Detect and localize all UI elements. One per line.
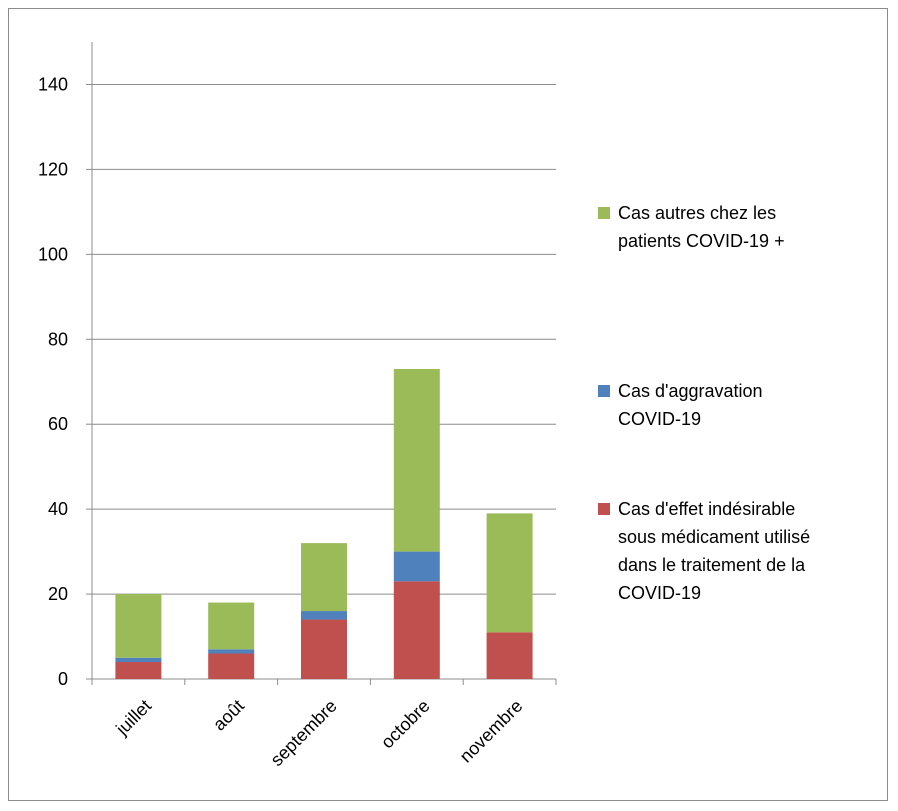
- bar-segment-autres-août: [208, 602, 255, 650]
- bar-segment-effet-indesirable-novembre: [486, 632, 533, 679]
- legend: Cas autres chez les patients COVID-19 + Ca…: [598, 203, 810, 603]
- y-tick-label: 80: [48, 329, 68, 349]
- x-category-labels: juillet août septembre octobre novembre: [111, 696, 526, 770]
- y-tick-label: 0: [58, 669, 68, 689]
- legend-label: dans le traitement de la: [618, 555, 806, 575]
- legend-label: Cas d'aggravation: [618, 381, 763, 401]
- bars: [115, 368, 533, 679]
- legend-label: COVID-19: [618, 583, 701, 603]
- bar-segment-autres-septembre: [301, 543, 347, 612]
- bar-segment-autres-juillet: [115, 594, 162, 658]
- x-category-label: octobre: [377, 696, 434, 753]
- y-tick-label: 40: [48, 499, 68, 519]
- bar-segment-autres-novembre: [486, 513, 533, 633]
- y-tick-label: 140: [38, 74, 68, 94]
- bar-segment-effet-indesirable-août: [208, 653, 255, 679]
- x-category-label: novembre: [456, 696, 527, 767]
- y-tick-label: 100: [38, 244, 68, 264]
- legend-label: patients COVID-19 +: [618, 231, 785, 251]
- bar-segment-aggravation-septembre: [301, 611, 347, 620]
- y-tick-labels: 0 20 40 60 80 100 120 140: [38, 74, 68, 689]
- gridlines: [92, 83, 556, 595]
- legend-swatch: [598, 385, 610, 397]
- y-tick-label: 20: [48, 584, 68, 604]
- legend-label: Cas autres chez les: [618, 203, 776, 223]
- legend-label: Cas d'effet indésirable: [618, 499, 795, 519]
- legend-swatch: [598, 207, 610, 219]
- x-category-label: juillet: [111, 696, 155, 740]
- x-category-label: août: [209, 696, 248, 735]
- bar-segment-effet-indesirable-octobre: [393, 581, 440, 679]
- bar-segment-aggravation-août: [208, 649, 255, 654]
- legend-swatch: [598, 503, 610, 515]
- y-tick-label: 120: [38, 159, 68, 179]
- bar-segment-effet-indesirable-septembre: [301, 619, 347, 679]
- bar-segment-aggravation-octobre: [393, 551, 440, 582]
- bar-segment-autres-octobre: [393, 368, 440, 552]
- legend-label: COVID-19: [618, 409, 701, 429]
- x-category-label: septembre: [267, 696, 341, 770]
- bar-segment-effet-indesirable-juillet: [115, 662, 162, 679]
- y-tick-label: 60: [48, 414, 68, 434]
- legend-label: sous médicament utilisé: [618, 527, 810, 547]
- bar-segment-aggravation-juillet: [115, 657, 162, 663]
